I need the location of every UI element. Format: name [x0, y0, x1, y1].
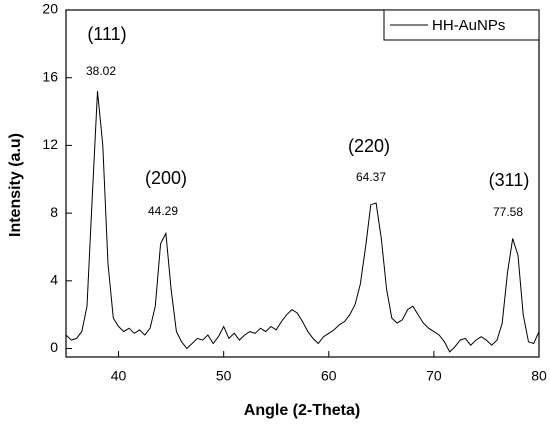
plot-frame — [65, 9, 540, 358]
y-tick-label: 12 — [42, 136, 58, 152]
y-tick-label: 8 — [50, 204, 58, 220]
x-axis-label: Angle (2-Theta) — [244, 402, 360, 419]
y-tick-label: 0 — [50, 339, 58, 355]
peak-label: (111) — [87, 24, 126, 44]
peak-label: (311) — [489, 170, 530, 190]
y-axis-label: Intensity (a.u) — [7, 133, 24, 237]
legend-label: HH-AuNPs — [432, 17, 505, 34]
peak-label: (220) — [348, 136, 390, 156]
y-tick-label: 20 — [42, 1, 58, 17]
peak-position: 64.37 — [356, 170, 386, 184]
y-tick-label: 4 — [50, 272, 58, 288]
peak-position: 77.58 — [493, 205, 523, 219]
peak-position: 38.02 — [86, 64, 116, 78]
x-tick-label: 60 — [321, 368, 337, 384]
x-tick-label: 50 — [216, 368, 232, 384]
x-tick-label: 40 — [111, 368, 127, 384]
x-tick-label: 80 — [531, 368, 547, 384]
peak-position: 44.29 — [148, 204, 178, 218]
data-line — [65, 91, 540, 353]
y-tick-label: 16 — [42, 68, 58, 84]
peak-label: (200) — [145, 168, 187, 188]
x-tick-label: 70 — [426, 368, 442, 384]
